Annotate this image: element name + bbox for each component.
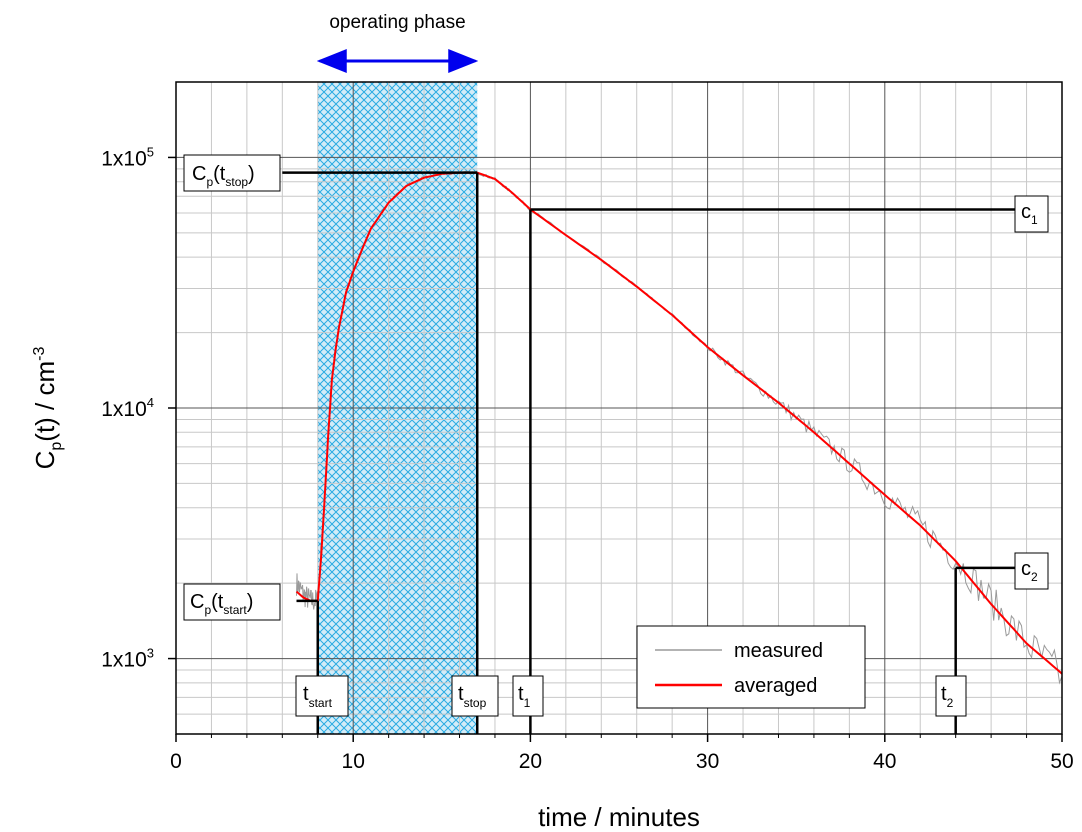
operating-phase-label: operating phase (329, 12, 465, 33)
svg-text:t2: t2 (941, 683, 954, 710)
reference-lines (282, 171, 1031, 734)
x-ticks: 0 10 20 30 40 50 (170, 734, 1074, 773)
x-tick-label: 40 (873, 750, 896, 773)
y-tick-label: 1x104 (101, 395, 154, 421)
c2-label: c2 (1014, 552, 1049, 590)
x-tick-label: 30 (696, 750, 719, 773)
x-tick-label: 0 (170, 750, 182, 773)
y-tick-label: 1x103 (101, 646, 154, 672)
t1-label: t1 (512, 675, 544, 717)
svg-text:t1: t1 (518, 683, 531, 710)
cp-tstop-label: Cp(tstop) (183, 154, 281, 192)
t-stop-label: tstop (451, 675, 499, 717)
svg-text:c1: c1 (1021, 201, 1038, 227)
legend-measured-label: measured (734, 640, 823, 662)
svg-text:c2: c2 (1021, 558, 1038, 584)
x-tick-label: 50 (1050, 750, 1073, 773)
svg-text:Cp(tstart): Cp(tstart) (190, 591, 253, 617)
y-ticks: 1x103 1x104 1x105 (101, 144, 176, 672)
svg-text:tstart: tstart (303, 683, 333, 710)
svg-text:Cp(tstop): Cp(tstop) (192, 163, 255, 189)
cp-tstart-label: Cp(tstart) (183, 583, 281, 621)
x-tick-label: 20 (519, 750, 542, 773)
x-tick-label: 10 (342, 750, 365, 773)
y-axis-label: Cp(t) / cm-3 (30, 347, 65, 470)
x-axis-label: time / minutes (538, 802, 700, 832)
svg-text:tstop: tstop (458, 683, 487, 710)
t-start-label: tstart (295, 675, 349, 717)
y-tick-label: 1x105 (101, 144, 154, 170)
c1-label: c1 (1014, 195, 1049, 233)
t2-label: t2 (935, 675, 967, 717)
legend-averaged-label: averaged (734, 675, 817, 697)
legend: measured averaged (636, 625, 866, 709)
